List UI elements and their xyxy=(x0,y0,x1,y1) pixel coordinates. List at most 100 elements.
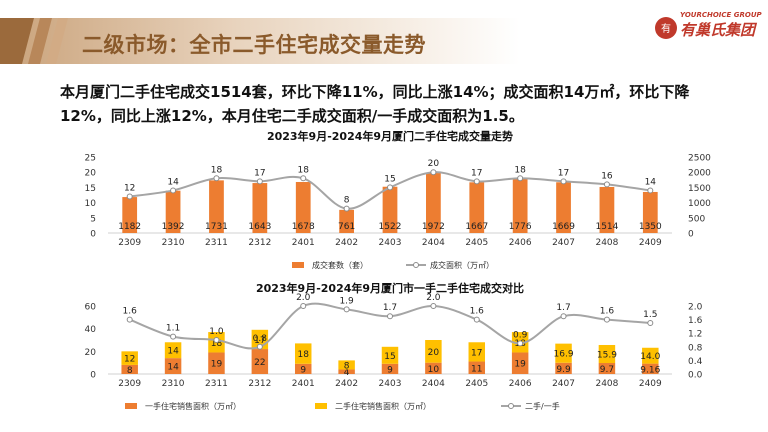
bar-data-label: 17 xyxy=(471,348,482,358)
legend-label: 成交套数（套） xyxy=(312,260,368,270)
line-data-label: 14 xyxy=(167,177,179,187)
x-tick-label: 2407 xyxy=(552,379,575,389)
x-tick-label: 2310 xyxy=(162,379,185,389)
line-point xyxy=(517,175,524,182)
x-tick-label: 2311 xyxy=(205,238,228,248)
summary-text: 本月厦门二手住宅成交1514套，环比下降11%，同比上涨14%；成交面积14万㎡… xyxy=(60,83,690,125)
bar-1 xyxy=(468,361,486,374)
x-tick-label: 2403 xyxy=(379,238,402,248)
line-data-label: 16 xyxy=(601,171,613,181)
bar-1 xyxy=(251,349,269,374)
bar-data-label: 1776 xyxy=(509,222,532,232)
bar-1 xyxy=(294,363,312,374)
logo-chinese: 有巢氏集团 xyxy=(680,21,756,39)
bar-2 xyxy=(381,346,399,364)
bar-data-label: 4 xyxy=(344,368,350,378)
line-point xyxy=(300,175,307,182)
x-tick-label: 2312 xyxy=(248,379,271,389)
bar-1 xyxy=(556,182,571,233)
line-point xyxy=(170,187,177,194)
bar-data-label: 19 xyxy=(211,360,223,370)
line-data-label: 2.0 xyxy=(426,293,441,303)
y-right-tick-label: 0 xyxy=(688,230,694,240)
x-tick-label: 2309 xyxy=(118,379,141,389)
y-left-tick-label: 5 xyxy=(90,214,96,224)
line-point xyxy=(126,316,133,323)
bar-data-label: 22 xyxy=(254,358,265,368)
line-point xyxy=(213,175,220,182)
bar-1 xyxy=(555,362,572,374)
line-data-label: 8 xyxy=(344,196,350,206)
bar-1 xyxy=(295,181,311,233)
line-point xyxy=(473,316,480,323)
line-data-label: 0.8 xyxy=(253,334,268,344)
logo-english: YOURCHOICE GROUP xyxy=(680,11,762,19)
line-point xyxy=(387,313,393,320)
bar-1 xyxy=(381,363,399,374)
x-tick-label: 2402 xyxy=(335,379,358,389)
primary-secondary-comparison-chart: 2023年9月-2024年9月厦门市一手二手住宅成交对比 0 20 40 60 0.0 0.… xyxy=(85,282,703,411)
bar-data-label: 17 xyxy=(254,336,265,346)
bar-data-label: 15.9 xyxy=(597,350,617,360)
bar-1 xyxy=(642,191,658,233)
line-data-label: 17 xyxy=(254,168,265,178)
bar-2 xyxy=(598,344,616,364)
x-tick-label: 2401 xyxy=(292,238,315,248)
bar-data-label: 15 xyxy=(384,352,395,362)
y-right-tick-label: 0.8 xyxy=(688,343,703,353)
line-data-label: 14 xyxy=(645,177,657,187)
y-right-tick-label: 500 xyxy=(688,214,705,224)
x-tick-label: 2404 xyxy=(422,379,445,389)
line-data-label: 20 xyxy=(428,159,440,169)
x-tick-label: 2408 xyxy=(595,238,618,248)
bar-1 xyxy=(511,352,529,374)
bar-1 xyxy=(382,186,398,233)
bar-1 xyxy=(209,180,224,233)
x-tick-label: 2409 xyxy=(639,238,662,248)
bar-2 xyxy=(555,343,572,363)
bar-data-label: 9 xyxy=(300,365,306,375)
x-tick-label: 2405 xyxy=(465,379,488,389)
bar-2 xyxy=(294,343,312,364)
y-right-tick-label: 2.0 xyxy=(688,303,703,313)
page-title: 二级市场：全市二手住宅成交量走势 xyxy=(82,33,426,57)
x-tick-label: 2310 xyxy=(162,238,185,248)
line-data-label: 2.0 xyxy=(296,293,311,303)
line-data-label: 1.5 xyxy=(643,310,657,320)
line-data-label: 1.0 xyxy=(209,327,224,337)
bar-1 xyxy=(338,369,355,374)
y-right-tick-label: 1000 xyxy=(688,199,711,209)
bar-data-label: 1522 xyxy=(379,222,402,232)
bar-data-label: 10 xyxy=(428,365,440,375)
y-left-tick-label: 60 xyxy=(85,303,97,313)
line-data-label: 1.9 xyxy=(339,296,354,306)
bar-data-label: 8 xyxy=(344,361,350,371)
bar-1 xyxy=(425,362,442,374)
legend-marker xyxy=(413,262,419,268)
bar-data-label: 14 xyxy=(167,363,179,373)
chart-title: 2023年9月-2024年9月厦门市一手二手住宅成交对比 xyxy=(256,282,524,295)
bar-data-label: 9.16 xyxy=(640,365,660,375)
x-tick-label: 2401 xyxy=(292,379,315,389)
x-tick-label: 2312 xyxy=(248,238,271,248)
bar-1 xyxy=(512,179,528,233)
bar-2 xyxy=(425,340,442,363)
line-point xyxy=(647,320,654,326)
x-tick-label: 2309 xyxy=(118,238,141,248)
line-data-label: 18 xyxy=(211,165,223,175)
line-point xyxy=(560,313,567,320)
legend-swatch xyxy=(125,403,137,409)
x-tick-label: 2403 xyxy=(379,379,402,389)
bar-data-label: 1350 xyxy=(639,222,662,232)
y-left-tick-label: 40 xyxy=(85,325,97,335)
y-right-tick-label: 0.4 xyxy=(688,357,703,367)
y-left-tick-label: 20 xyxy=(85,348,97,358)
y-left-tick-label: 10 xyxy=(85,199,97,209)
bar-data-label: 16.9 xyxy=(554,350,574,360)
line-point xyxy=(430,303,437,309)
legend-label: 二手/一手 xyxy=(525,401,560,411)
bar-data-label: 761 xyxy=(338,222,355,232)
line-data-label: 1.6 xyxy=(470,307,485,317)
bar-1 xyxy=(426,173,441,233)
line-point xyxy=(517,340,524,347)
